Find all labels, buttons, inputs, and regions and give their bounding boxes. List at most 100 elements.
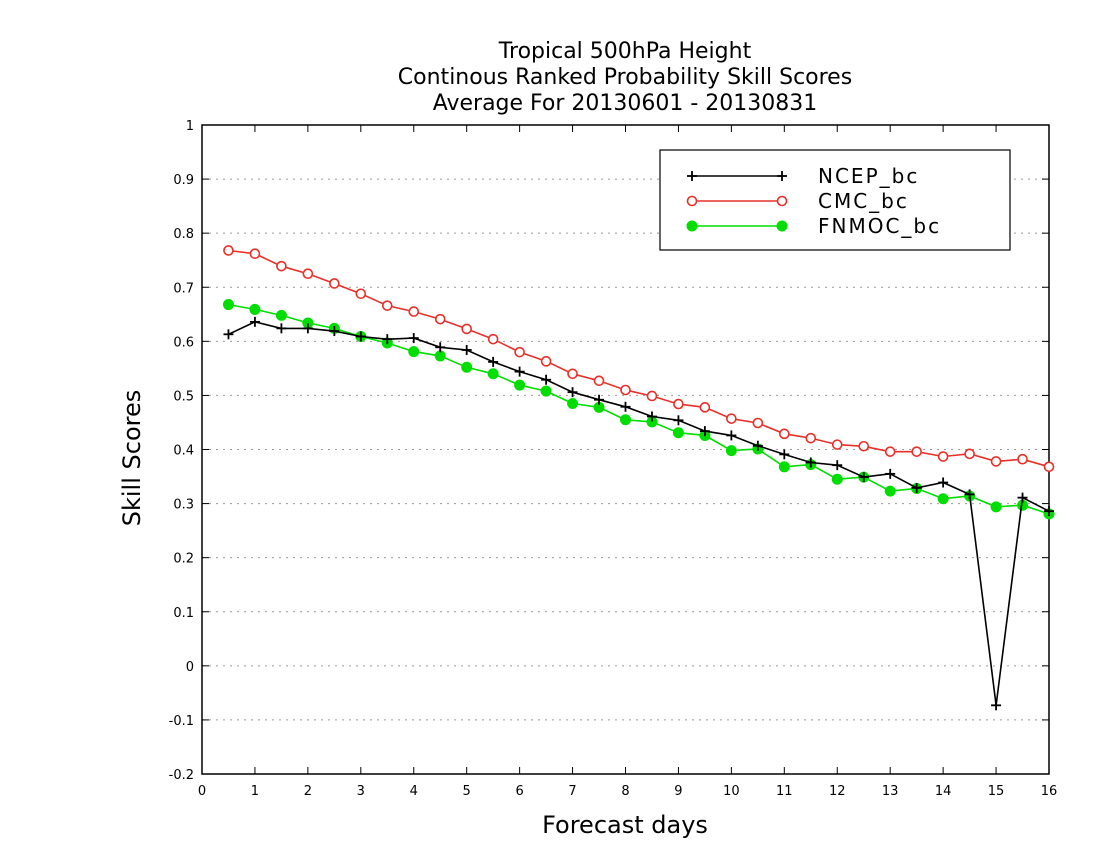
data-point-NCEP_bc <box>673 415 684 426</box>
data-point-FNMOC_bc <box>567 398 579 410</box>
x-tick-label: 6 <box>515 784 523 799</box>
data-point-CMC_bc <box>223 245 234 256</box>
data-point-NCEP_bc <box>620 401 631 412</box>
data-point-CMC_bc <box>276 260 287 272</box>
data-point-CMC_bc <box>514 346 525 358</box>
data-point-CMC_bc <box>461 323 472 335</box>
data-point-CMC_bc <box>1043 461 1055 473</box>
data-point-FNMOC_bc <box>249 303 261 315</box>
data-point-NCEP_bc <box>938 477 949 488</box>
data-point-NCEP_bc <box>276 323 287 334</box>
title-line-2: Continous Ranked Probability Skill Score… <box>398 65 852 90</box>
data-point-CMC_bc <box>434 313 446 325</box>
data-point-FNMOC_bc <box>487 368 499 380</box>
data-point-CMC_bc <box>487 333 499 345</box>
x-tick-label: 4 <box>410 784 418 799</box>
data-point-NCEP_bc <box>726 430 737 441</box>
data-point-NCEP_bc <box>408 333 419 344</box>
data-point-NCEP_bc <box>779 449 790 460</box>
y-axis: -0.2 -0.1 0 0.1 0.2 0.3 0.4 0.5 0.6 0.7 0.8 0.9 1 <box>169 119 1049 783</box>
data-point-FNMOC_bc <box>778 461 790 473</box>
x-tick-label: 1 <box>251 784 259 799</box>
data-point-CMC_bc <box>990 456 1002 467</box>
legend-marker <box>686 195 698 207</box>
data-point-NCEP_bc <box>832 460 843 471</box>
legend-entry-NCEP_bc: NCEP_bc <box>687 164 919 188</box>
series-line-CMC_bc <box>228 249 1050 468</box>
x-tick-label: 12 <box>829 784 846 799</box>
x-tick-label: 5 <box>463 784 471 799</box>
legend-label: FNMOC_bc <box>818 214 941 238</box>
data-point-FNMOC_bc <box>620 414 631 426</box>
data-point-FNMOC_bc <box>725 445 737 457</box>
x-axis-label: Forecast days <box>542 811 708 839</box>
legend-label: CMC_bc <box>818 189 909 213</box>
data-point-NCEP_bc <box>964 489 975 500</box>
y-tick-label: 0.1 <box>173 606 194 621</box>
legend-entry-FNMOC_bc: FNMOC_bc <box>686 214 941 238</box>
x-tick-label: 13 <box>882 784 899 799</box>
x-tick-label: 16 <box>1041 784 1058 799</box>
data-point-CMC_bc <box>355 288 367 300</box>
data-point-CMC_bc <box>779 428 790 440</box>
y-tick-label: 0.3 <box>173 498 194 513</box>
data-point-NCEP_bc <box>752 440 763 451</box>
data-point-CMC_bc <box>408 306 420 317</box>
title-line-1: Tropical 500hPa Height <box>498 39 752 64</box>
data-point-NCEP_bc <box>541 374 552 385</box>
legend-label: NCEP_bc <box>818 164 919 188</box>
data-point-CMC_bc <box>673 398 684 410</box>
data-point-NCEP_bc <box>991 700 1002 711</box>
data-point-CMC_bc <box>805 432 817 444</box>
data-point-FNMOC_bc <box>514 379 526 391</box>
x-axis: 0 1 2 3 4 5 6 7 8 9 10 11 12 13 14 15 16 <box>198 125 1057 799</box>
legend-marker <box>777 171 787 181</box>
data-point-NCEP_bc <box>514 366 525 377</box>
data-point-CMC_bc <box>567 368 578 380</box>
data-point-NCEP_bc <box>594 394 605 405</box>
y-tick-label: 1 <box>186 119 194 134</box>
series-CMC_bc <box>223 245 1055 473</box>
data-point-FNMOC_bc <box>672 427 684 439</box>
data-point-CMC_bc <box>646 390 658 402</box>
x-tick-label: 8 <box>621 784 629 799</box>
data-point-CMC_bc <box>831 439 843 450</box>
legend-entry-CMC_bc: CMC_bc <box>686 189 909 213</box>
series-line-NCEP_bc <box>228 321 1050 706</box>
data-point-FNMOC_bc <box>461 361 473 373</box>
data-point-NCEP_bc <box>488 356 499 367</box>
data-point-NCEP_bc <box>911 482 922 493</box>
data-point-FNMOC_bc <box>222 299 234 311</box>
legend-marker <box>686 220 698 232</box>
data-point-FNMOC_bc <box>540 385 552 397</box>
x-tick-label: 0 <box>198 784 206 799</box>
data-point-NCEP_bc <box>382 334 393 345</box>
title-line-3: Average For 20130601 - 20130831 <box>433 91 818 116</box>
x-tick-label: 9 <box>674 784 682 799</box>
data-point-CMC_bc <box>858 440 870 452</box>
data-point-FNMOC_bc <box>831 473 843 485</box>
data-point-CMC_bc <box>726 413 737 424</box>
data-point-FNMOC_bc <box>937 493 949 505</box>
data-point-NCEP_bc <box>461 344 472 355</box>
y-tick-label: -0.2 <box>169 768 194 783</box>
x-tick-label: 11 <box>776 784 793 799</box>
x-tick-label: 2 <box>304 784 312 799</box>
data-point-CMC_bc <box>381 300 393 311</box>
data-point-NCEP_bc <box>646 411 657 422</box>
y-tick-label: 0.5 <box>173 389 194 404</box>
data-point-NCEP_bc <box>435 342 446 353</box>
data-point-NCEP_bc <box>1044 506 1054 517</box>
y-axis-label: Skill Scores <box>118 390 146 527</box>
data-point-CMC_bc <box>249 248 261 260</box>
data-point-CMC_bc <box>964 448 975 460</box>
data-point-NCEP_bc <box>567 387 578 398</box>
data-point-NCEP_bc <box>885 468 896 479</box>
legend-marker <box>776 195 788 207</box>
y-tick-label: 0.9 <box>173 173 194 188</box>
data-point-FNMOC_bc <box>408 346 420 358</box>
y-tick-label: 0.2 <box>173 552 194 567</box>
legend-box <box>659 149 1011 251</box>
